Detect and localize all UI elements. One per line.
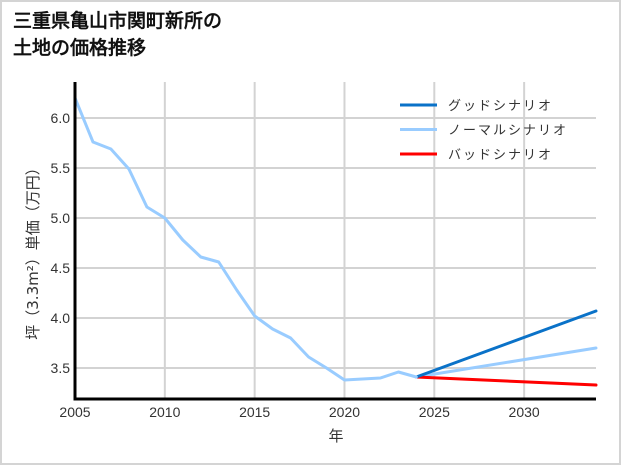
y-tick-label: 4.5 <box>51 260 71 276</box>
x-tick-label: 2025 <box>419 404 450 420</box>
x-axis-label: 年 <box>328 427 343 445</box>
legend-label: グッドシナリオ <box>448 99 553 114</box>
chart-title: 三重県亀山市関町新所の 土地の価格推移 <box>13 10 223 59</box>
y-tick-label: 5.0 <box>51 210 71 226</box>
data-lines <box>73 96 598 387</box>
x-tick-label: 2005 <box>59 404 90 420</box>
y-tick-label: 6.0 <box>51 110 71 126</box>
grid-lines <box>74 82 596 399</box>
x-tick-labels: 2005 2010 2015 2020 2025 2030 <box>59 404 539 420</box>
y-tick-labels: 3.5 4.0 4.5 5.0 5.5 6.0 <box>51 110 71 376</box>
y-tick-label: 3.5 <box>51 360 71 376</box>
scenario-line <box>414 375 598 387</box>
x-tick-label: 2015 <box>239 404 270 420</box>
axes <box>73 82 596 401</box>
legend-label: ノーマルシナリオ <box>448 124 568 139</box>
y-tick-label: 4.0 <box>51 310 71 326</box>
scenario-line <box>414 309 598 379</box>
y-axis-label: 坪（3.3m²）単価（万円） <box>24 160 42 339</box>
x-tick-label: 2010 <box>149 404 180 420</box>
legend-label: バッドシナリオ <box>448 148 553 163</box>
y-tick-label: 5.5 <box>51 160 71 176</box>
x-tick-label: 2020 <box>329 404 360 420</box>
x-tick-label: 2030 <box>509 404 540 420</box>
historical-price-line <box>73 96 418 382</box>
scenario-line <box>414 346 598 379</box>
